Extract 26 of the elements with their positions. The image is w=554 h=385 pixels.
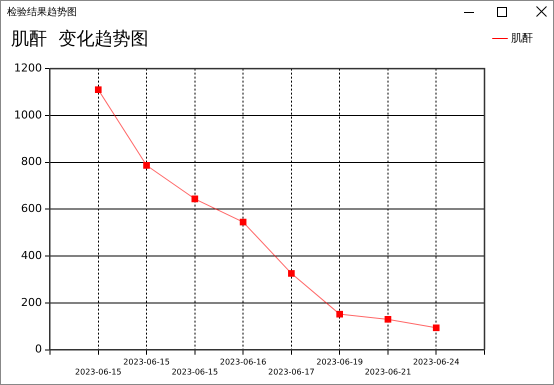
- point: [143, 162, 150, 169]
- point: [94, 86, 102, 94]
- point: [240, 218, 246, 226]
- x-tick-label: 2023-06-17: [268, 367, 315, 376]
- point: [336, 310, 343, 318]
- y-tick-label: 600: [20, 202, 42, 216]
- point: [288, 270, 295, 277]
- x-tick-label: 2023-06-24: [412, 358, 460, 367]
- text: 检验结果趋势图: [7, 6, 77, 19]
- point: [192, 196, 198, 202]
- y-tick-label: 0: [34, 342, 42, 356]
- x-tick-label: 2023-06-21: [364, 367, 412, 376]
- point: [432, 324, 440, 332]
- y-tick-label: 1200: [14, 61, 42, 74]
- x-tick-label: 2023-06-15: [172, 367, 218, 376]
- legend-label: 肌酐: [511, 31, 533, 44]
- x-tick-label: 2023-06-19: [316, 358, 363, 367]
- x-tick-label: 2023-06-15: [123, 358, 170, 367]
- x-tick-label: 2023-06-16: [220, 358, 266, 367]
- x-tick-label: 2023-06-15: [75, 367, 122, 376]
- y-tick-label: 800: [20, 155, 42, 168]
- y-tick-label: 200: [20, 296, 42, 309]
- chart-title: 肌酐 变化趋势图: [11, 28, 148, 50]
- y-tick-label: 1000: [14, 108, 42, 122]
- point: [384, 316, 392, 323]
- y-tick-label: 400: [20, 248, 42, 262]
